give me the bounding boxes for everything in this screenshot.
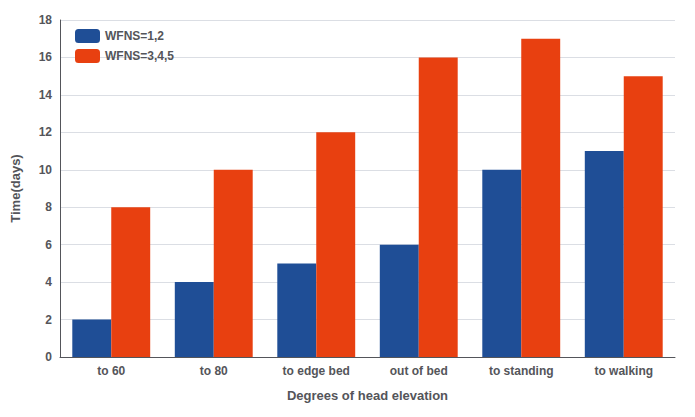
svg-text:14: 14 <box>39 88 53 102</box>
svg-text:to standing: to standing <box>489 364 554 378</box>
svg-text:2: 2 <box>45 313 52 327</box>
svg-text:10: 10 <box>39 163 53 177</box>
svg-text:6: 6 <box>45 238 52 252</box>
svg-text:16: 16 <box>39 50 53 64</box>
svg-text:0: 0 <box>45 350 52 364</box>
svg-text:4: 4 <box>45 275 52 289</box>
svg-text:to 60: to 60 <box>97 364 125 378</box>
svg-text:18: 18 <box>39 13 53 27</box>
svg-text:Time(days): Time(days) <box>8 154 23 222</box>
svg-text:to walking: to walking <box>594 364 653 378</box>
svg-text:to 80: to 80 <box>200 364 228 378</box>
svg-text:12: 12 <box>39 125 53 139</box>
svg-text:WFNS=1,2: WFNS=1,2 <box>105 29 164 43</box>
svg-text:WFNS=3,4,5: WFNS=3,4,5 <box>105 49 174 63</box>
svg-text:to edge bed: to edge bed <box>283 364 350 378</box>
svg-text:8: 8 <box>45 200 52 214</box>
svg-text:Degrees of head elevation: Degrees of head elevation <box>287 388 448 403</box>
svg-text:out of bed: out of bed <box>390 364 448 378</box>
